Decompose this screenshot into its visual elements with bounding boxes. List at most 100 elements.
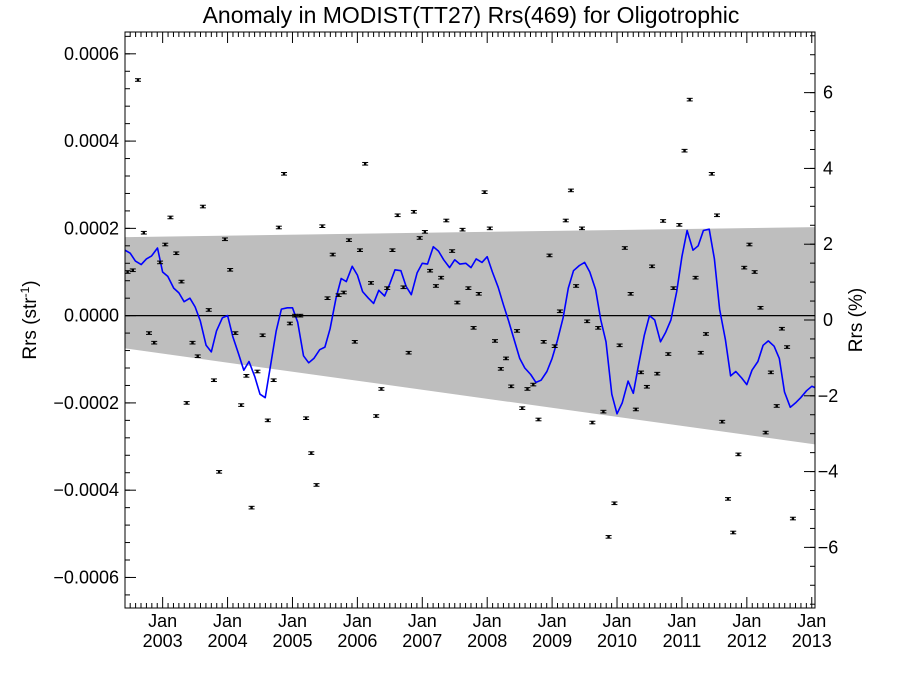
x-tick-label-year: 2003 [143,631,183,651]
data-point [681,148,688,153]
data-point [697,350,704,355]
chart-title: Anomaly in MODIST(TT27) Rrs(469) for Oli… [203,2,740,28]
x-tick-label-month: Jan [148,611,177,631]
point-marker [326,296,329,300]
point-marker [288,322,292,325]
point-marker [493,339,497,343]
data-point [438,275,445,280]
y-tick-label: −0.0006 [53,567,119,587]
data-point [405,350,412,355]
point-marker [407,351,410,354]
data-point [676,223,683,227]
data-point [129,268,136,273]
data-point [151,340,158,345]
point-marker [574,284,578,288]
y-tick-label: 0.0004 [64,131,119,151]
point-marker [293,314,297,317]
point-marker [147,331,151,335]
point-marker [386,286,389,290]
data-point [275,225,282,230]
x-tick-label-month: Jan [408,611,437,631]
data-point [725,497,732,501]
data-point [562,218,569,223]
point-marker [748,243,751,246]
data-point [221,237,228,242]
data-point [286,321,293,326]
data-point [503,356,510,361]
data-point [427,268,434,273]
point-marker [720,420,724,423]
data-point [389,248,396,252]
data-point [611,501,618,506]
data-point [741,265,748,270]
x-tick-label-year: 2005 [272,631,312,651]
data-point [205,308,212,312]
point-marker [667,352,670,356]
point-marker [510,385,513,388]
point-marker [472,326,475,330]
point-marker [342,291,345,294]
axes: 0.0006 0.0004 0.0002 0.0000 −0.0002 −0.0004 −0… [53,31,838,651]
data-point [638,370,645,375]
data-point [238,403,245,407]
point-marker [412,210,416,213]
point-marker [277,226,281,229]
data-point [762,430,769,435]
point-marker [715,214,719,217]
data-point [508,384,515,389]
data-point [621,246,628,250]
point-marker [201,205,205,208]
x-tick-label-month: Jan [473,611,502,631]
data-point [178,279,185,284]
point-marker [683,149,686,152]
point-marker [602,410,605,413]
data-point [297,313,304,318]
data-point [670,286,677,290]
x-tick-label-year: 2009 [532,631,572,651]
point-marker [153,341,156,344]
point-marker [239,403,243,407]
point-marker [185,401,188,405]
point-marker [661,219,665,223]
data-point [157,260,164,265]
data-point [605,535,612,539]
point-marker [304,416,308,420]
point-marker [434,284,438,288]
data-point [514,329,521,333]
point-marker [542,340,545,344]
data-point [410,209,417,214]
point-marker [483,190,486,194]
data-point [589,420,596,425]
y-right-tick-label: 6 [823,83,833,103]
data-point [167,215,174,220]
data-point [702,332,709,336]
data-point [486,226,493,231]
data-point [329,252,336,257]
point-marker [423,230,427,234]
point-marker [217,470,221,474]
y-tick-label: −0.0004 [53,480,119,500]
point-marker [223,238,227,241]
data-point [189,340,196,345]
point-marker [607,535,610,539]
data-point [616,343,623,348]
data-point [551,344,558,348]
data-point [216,470,223,474]
x-tick-label-year: 2008 [467,631,507,651]
data-point [183,401,190,405]
point-marker [769,371,773,374]
point-marker [169,216,172,219]
data-point [573,284,580,288]
data-point [373,414,380,418]
data-point [751,270,758,274]
data-point [254,369,261,374]
point-marker [353,340,356,344]
x-tick-label-year: 2007 [402,631,442,651]
x-tick-label-month: Jan [538,611,567,631]
x-tick-label-year: 2011 [663,631,702,651]
point-marker [396,214,399,217]
y-right-tick-label: 4 [823,158,833,178]
point-marker [580,227,584,230]
data-point [351,340,358,344]
